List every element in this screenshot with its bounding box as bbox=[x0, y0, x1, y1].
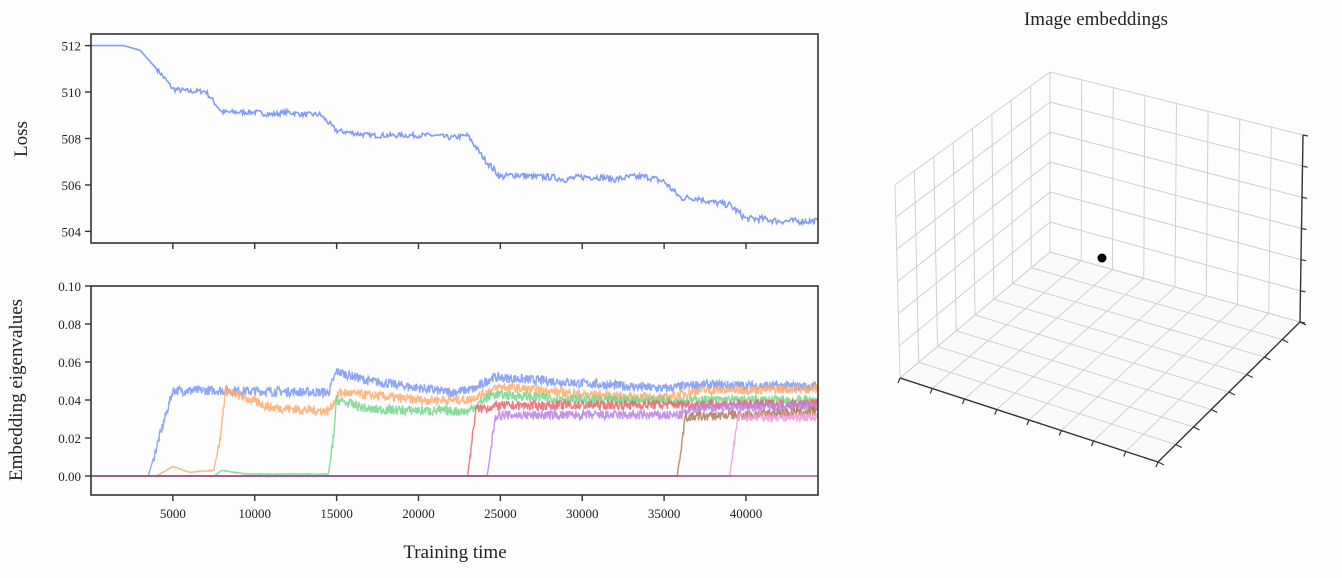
y-tick-mark bbox=[1176, 445, 1182, 448]
series-line-eig-6 bbox=[91, 407, 818, 476]
z-tick-mark bbox=[1302, 197, 1307, 198]
eigenvalue-axes: 0.00 0.02 0.04 0.06 0.08 0.10 5000 10000 15000 20… bbox=[58, 279, 818, 521]
ytick-label: 0.02 bbox=[58, 431, 81, 446]
ytick-label: 512 bbox=[62, 39, 82, 54]
y-tick-mark bbox=[1158, 462, 1164, 465]
z-tick-mark bbox=[1303, 166, 1308, 167]
x-tick-mark bbox=[1124, 452, 1126, 457]
embedding-point bbox=[1098, 254, 1107, 263]
embedding-title: Image embeddings bbox=[1024, 9, 1168, 30]
xtick-label: 25000 bbox=[484, 506, 517, 521]
floor-pane bbox=[900, 252, 1300, 462]
xtick-label: 15000 bbox=[320, 506, 353, 521]
xtick-label: 20000 bbox=[402, 506, 435, 521]
y-tick-mark bbox=[1265, 357, 1271, 360]
x-tick-mark bbox=[1156, 462, 1158, 467]
xtick-label: 10000 bbox=[238, 506, 271, 521]
y-tick-mark bbox=[1229, 392, 1235, 395]
ytick-label: 0.04 bbox=[58, 393, 81, 408]
grid-line bbox=[898, 162, 1051, 282]
xtick-label: 5000 bbox=[160, 506, 186, 521]
series-line-loss bbox=[91, 46, 818, 225]
y-tick-mark bbox=[1211, 410, 1217, 413]
xtick-label: 40000 bbox=[730, 506, 763, 521]
series-line-eig-1 bbox=[91, 368, 818, 476]
z-tick-mark bbox=[1302, 229, 1307, 230]
embedding-3d-axes bbox=[895, 72, 1308, 467]
x-tick-mark bbox=[1059, 431, 1061, 436]
ytick-label: 0.06 bbox=[58, 355, 81, 370]
ytick-label: 0.08 bbox=[58, 317, 81, 332]
ytick-label: 510 bbox=[62, 85, 82, 100]
x-tick-mark bbox=[1027, 420, 1029, 425]
z-tick-mark bbox=[1303, 135, 1308, 136]
axes-frame bbox=[91, 34, 818, 243]
xtick-label: 35000 bbox=[648, 506, 681, 521]
y-tick-mark bbox=[1247, 375, 1253, 378]
grid-line bbox=[895, 72, 1050, 185]
x-tick-mark bbox=[995, 410, 997, 415]
series-line-eig-7 bbox=[91, 412, 818, 476]
ytick-label: 0.10 bbox=[58, 279, 81, 294]
grid-line bbox=[897, 132, 1050, 249]
loss-axes: 504 506 508 510 512 bbox=[62, 34, 819, 249]
y-tick-mark bbox=[1194, 427, 1200, 430]
x-tick-mark bbox=[930, 389, 932, 394]
ytick-label: 506 bbox=[62, 178, 82, 193]
z-tick-mark bbox=[1301, 291, 1306, 292]
z-tick-mark bbox=[1301, 260, 1306, 261]
xtick-label: 30000 bbox=[566, 506, 599, 521]
x-tick-mark bbox=[898, 378, 900, 383]
grid-line bbox=[896, 102, 1050, 217]
ytick-label: 504 bbox=[62, 224, 82, 239]
x-tick-mark bbox=[963, 399, 965, 404]
ytick-label: 508 bbox=[62, 132, 82, 147]
x-tick-mark bbox=[1092, 441, 1094, 446]
xlabel: Training time bbox=[403, 542, 506, 563]
loss-ylabel: Loss bbox=[11, 121, 32, 157]
eigen-ylabel: Embedding eigenvalues bbox=[6, 299, 27, 481]
ytick-label: 0.00 bbox=[58, 469, 81, 484]
y-tick-mark bbox=[1282, 340, 1288, 343]
